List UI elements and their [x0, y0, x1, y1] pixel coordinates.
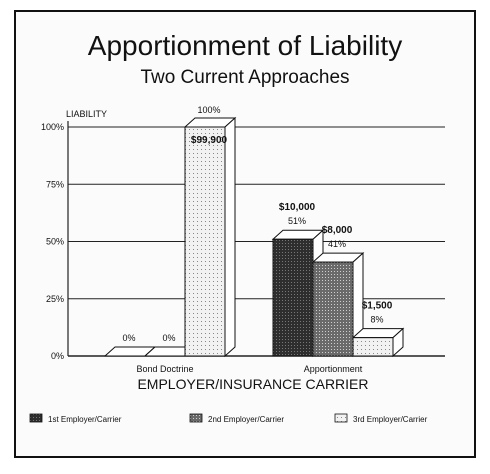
bar-amount-label: $1,500: [362, 301, 393, 312]
bar: [272, 238, 314, 357]
bar-amount-label: $99,900: [191, 135, 228, 146]
bar-percent-label: 0%: [122, 333, 135, 343]
bar-amount-label: $10,000: [279, 202, 316, 213]
bar-percent-label: 0%: [162, 333, 175, 343]
legend-swatch: [334, 413, 348, 423]
plot-area: 0% 25% 50% 75% 100% 0% 0% $99,900 100% Bond Doctr…: [41, 105, 445, 374]
bar: [352, 337, 394, 357]
y-tick-label: 0%: [51, 351, 64, 361]
bar-percent-label: 100%: [197, 105, 220, 115]
y-tick-label: 50%: [46, 237, 64, 247]
bar: [184, 126, 226, 357]
legend-swatch: [189, 413, 203, 423]
bar-amount-label: $8,000: [322, 225, 353, 236]
y-tick-label: 100%: [41, 122, 64, 132]
chart-title: Apportionment of Liability: [88, 30, 402, 61]
chart-subtitle: Two Current Approaches: [140, 67, 349, 88]
legend-label: 3rd Employer/Carrier: [353, 415, 428, 424]
y-tick-label: 75%: [46, 179, 64, 189]
x-tick-label: Apportionment: [304, 364, 363, 374]
x-axis-label: EMPLOYER/INSURANCE CARRIER: [137, 376, 368, 392]
legend-label: 2nd Employer/Carrier: [208, 415, 284, 424]
bar-percent-label: 41%: [328, 239, 346, 249]
bar-percent-label: 51%: [288, 216, 306, 226]
y-tick-label: 25%: [46, 294, 64, 304]
y-axis-label: LIABILITY: [66, 109, 107, 119]
chart-frame: [14, 10, 476, 458]
bar-percent-label: 8%: [370, 315, 383, 325]
x-tick-label: Bond Doctrine: [136, 364, 193, 374]
legend: 1st Employer/Carrier 2nd Employer/Carrier…: [29, 413, 428, 424]
legend-swatch: [29, 413, 43, 423]
bar: [312, 261, 354, 357]
legend-label: 1st Employer/Carrier: [48, 415, 122, 424]
bar-side: [224, 116, 236, 358]
